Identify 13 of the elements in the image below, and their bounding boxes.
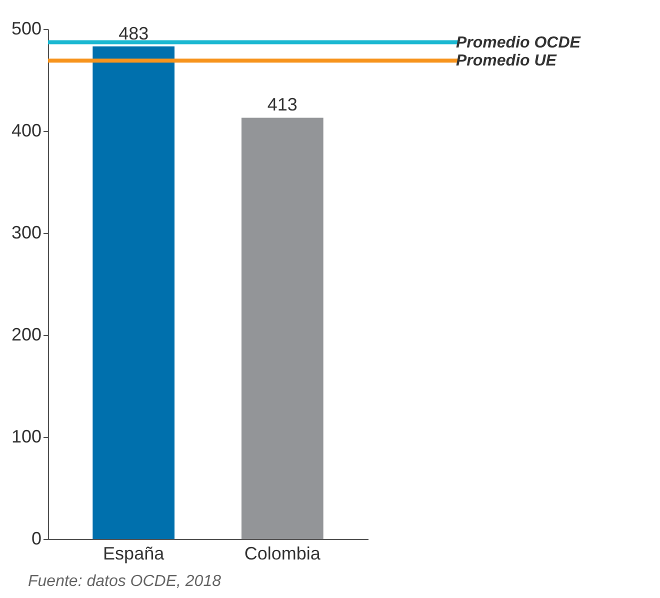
y-tick-label: 100 (11, 426, 42, 446)
y-tick-label: 300 (11, 222, 42, 242)
data-label: 483 (118, 23, 149, 44)
y-tick-label: 200 (11, 324, 42, 344)
y-tick-label: 400 (11, 120, 42, 140)
y-tick-label: 500 (11, 18, 42, 38)
source-note: Fuente: datos OCDE, 2018 (28, 573, 222, 590)
ref-line-label: Promedio OCDE (456, 34, 582, 52)
y-tick-label: 0 (31, 528, 42, 548)
x-tick-label: España (103, 544, 166, 564)
x-tick-label: Colombia (244, 544, 322, 564)
ref-line-label: Promedio UE (456, 52, 558, 70)
data-label: 413 (267, 94, 298, 115)
